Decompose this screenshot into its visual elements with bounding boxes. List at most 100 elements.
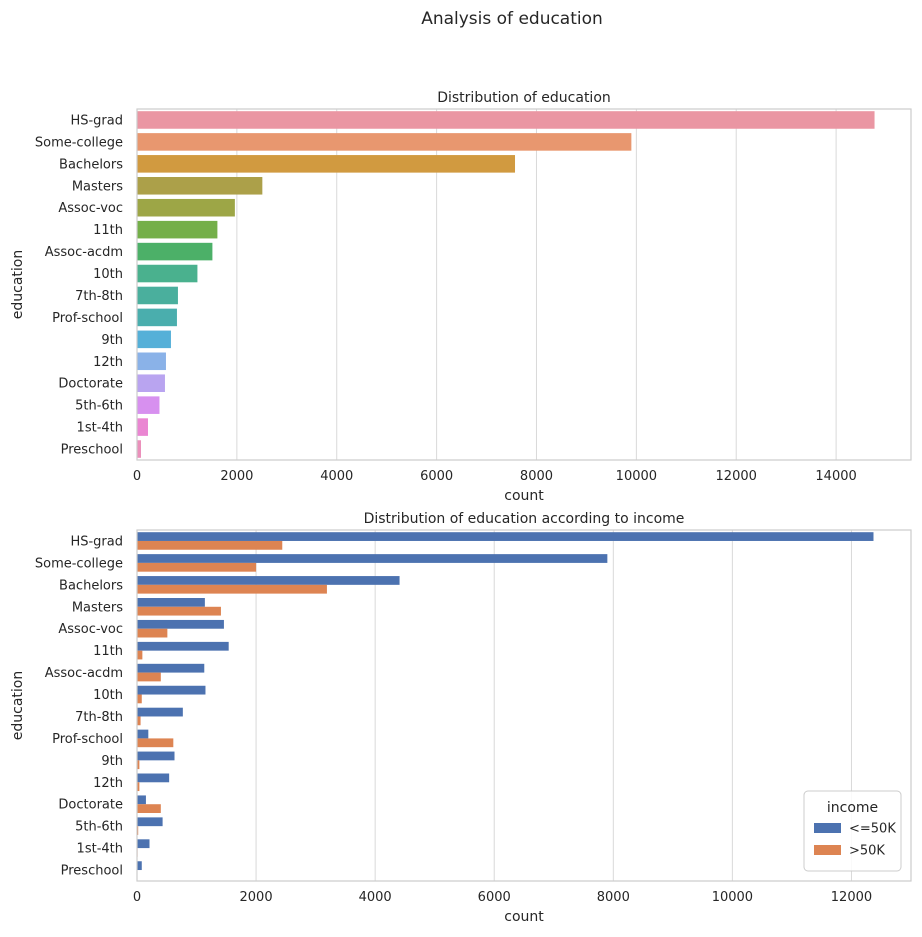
bar-9th bbox=[137, 330, 171, 349]
bar-masters-gt-50k bbox=[137, 606, 221, 616]
bar-bachelors bbox=[137, 155, 516, 173]
x-tick-label: 0 bbox=[133, 469, 141, 484]
legend-swatch-gt-50k bbox=[814, 845, 841, 855]
y-tick-label-7th-8th: 7th-8th bbox=[75, 710, 123, 725]
bar-11th bbox=[137, 220, 218, 239]
y-axis-label: education bbox=[10, 250, 26, 319]
y-tick-label-bachelors: Bachelors bbox=[59, 157, 123, 172]
x-axis-label: count bbox=[504, 488, 544, 504]
bar-11th-gt-50k bbox=[137, 650, 143, 660]
x-tick-label: 14000 bbox=[815, 469, 856, 484]
x-axis-label: count bbox=[504, 909, 544, 925]
y-tick-label-assoc-acdm: Assoc-acdm bbox=[45, 245, 123, 260]
x-tick-label: 0 bbox=[133, 890, 141, 905]
bar-1st-4th bbox=[137, 418, 148, 436]
bar-9th-gt-50k bbox=[137, 760, 140, 770]
bar-7th-8th bbox=[137, 286, 178, 305]
y-tick-label-12th: 12th bbox=[93, 776, 123, 791]
bar-prof-school bbox=[137, 308, 177, 327]
bar-1st-4th-le-50k bbox=[137, 839, 150, 849]
bar-assoc-acdm bbox=[137, 242, 213, 261]
legend-label-gt-50k: >50K bbox=[849, 844, 885, 859]
y-tick-label-prof-school: Prof-school bbox=[52, 311, 123, 326]
x-tick-label: 4000 bbox=[320, 469, 353, 484]
y-tick-label-10th: 10th bbox=[93, 688, 123, 703]
figure-suptitle: Analysis of education bbox=[421, 9, 603, 29]
chart-education-by-income: HS-grad Some-college Bachelors Masters Assoc… bbox=[10, 511, 912, 925]
x-tick-label: 6000 bbox=[478, 890, 511, 905]
bar-preschool bbox=[137, 440, 141, 458]
y-tick-label-assoc-voc: Assoc-voc bbox=[58, 201, 123, 216]
y-tick-label-some-college: Some-college bbox=[35, 556, 123, 571]
y-tick-label-5th-6th: 5th-6th bbox=[75, 820, 123, 835]
y-tick-label-masters: Masters bbox=[72, 600, 123, 615]
axes-title: Distribution of education according to i… bbox=[364, 511, 685, 527]
axes-frame bbox=[136, 529, 912, 882]
y-tick-label-9th: 9th bbox=[101, 754, 123, 769]
y-tick-label-assoc-acdm: Assoc-acdm bbox=[45, 666, 123, 681]
y-tick-label-hs-grad: HS-grad bbox=[70, 534, 123, 549]
x-tick-label: 8000 bbox=[597, 890, 630, 905]
bar-doctorate bbox=[137, 374, 165, 392]
bar-doctorate-gt-50k bbox=[137, 804, 161, 813]
y-tick-label-10th: 10th bbox=[93, 267, 123, 282]
y-tick-label-1st-4th: 1st-4th bbox=[77, 421, 123, 436]
legend-title: income bbox=[827, 800, 878, 816]
bar-some-college-le-50k bbox=[137, 554, 608, 563]
y-tick-label-masters: Masters bbox=[72, 179, 123, 194]
bar-bachelors-le-50k bbox=[137, 576, 400, 585]
bar-10th-le-50k bbox=[137, 685, 206, 695]
y-tick-label-hs-grad: HS-grad bbox=[70, 113, 123, 128]
bar-assoc-acdm-gt-50k bbox=[137, 672, 161, 682]
bar-doctorate-le-50k bbox=[137, 795, 146, 805]
bar-hs-grad bbox=[137, 111, 875, 129]
y-tick-label-preschool: Preschool bbox=[61, 443, 123, 458]
bar-10th bbox=[137, 264, 198, 283]
bar-assoc-voc-le-50k bbox=[137, 619, 224, 629]
bar-masters bbox=[137, 177, 263, 195]
x-tick-label: 2000 bbox=[240, 890, 273, 905]
bar-prof-school-gt-50k bbox=[137, 738, 174, 748]
bar-assoc-voc bbox=[137, 198, 235, 217]
x-tick-label: 10000 bbox=[712, 890, 753, 905]
y-tick-label-1st-4th: 1st-4th bbox=[77, 842, 123, 857]
x-tick-label: 8000 bbox=[520, 469, 553, 484]
bar-5th-6th bbox=[137, 396, 160, 414]
y-tick-label-11th: 11th bbox=[93, 223, 123, 238]
y-tick-label-preschool: Preschool bbox=[61, 864, 123, 879]
bar-7th-8th-le-50k bbox=[137, 707, 183, 717]
y-tick-label-doctorate: Doctorate bbox=[58, 377, 123, 392]
y-tick-label-9th: 9th bbox=[101, 333, 123, 348]
legend: income <=50K >50K bbox=[803, 790, 902, 872]
y-tick-label-7th-8th: 7th-8th bbox=[75, 289, 123, 304]
x-tick-label: 12000 bbox=[716, 469, 757, 484]
y-axis-label: education bbox=[10, 671, 26, 740]
bar-7th-8th-gt-50k bbox=[137, 716, 141, 726]
bar-some-college bbox=[137, 133, 632, 151]
bar-hs-grad-gt-50k bbox=[137, 540, 283, 550]
bar-assoc-voc-gt-50k bbox=[137, 628, 168, 638]
x-tick-label: 6000 bbox=[420, 469, 453, 484]
legend-label-le-50k: <=50K bbox=[849, 822, 896, 837]
chart-education-distribution: HS-grad Some-college Bachelors Masters Assoc… bbox=[10, 90, 912, 504]
y-tick-label-doctorate: Doctorate bbox=[58, 798, 123, 813]
bar-11th-le-50k bbox=[137, 641, 229, 651]
x-tick-label: 12000 bbox=[831, 890, 872, 905]
y-tick-label-5th-6th: 5th-6th bbox=[75, 399, 123, 414]
y-tick-label-assoc-voc: Assoc-voc bbox=[58, 622, 123, 637]
bar-some-college-gt-50k bbox=[137, 562, 257, 572]
bar-bachelors-gt-50k bbox=[137, 584, 327, 594]
x-tick-label: 2000 bbox=[220, 469, 253, 484]
bar-12th-gt-50k bbox=[137, 782, 140, 792]
y-tick-label-some-college: Some-college bbox=[35, 135, 123, 150]
bar-9th-le-50k bbox=[137, 751, 175, 761]
x-tick-label: 4000 bbox=[359, 890, 392, 905]
axes-title: Distribution of education bbox=[437, 90, 611, 106]
bar-masters-le-50k bbox=[137, 598, 205, 607]
y-tick-label-bachelors: Bachelors bbox=[59, 578, 123, 593]
bar-assoc-acdm-le-50k bbox=[137, 663, 205, 673]
y-tick-label-12th: 12th bbox=[93, 355, 123, 370]
y-tick-label-prof-school: Prof-school bbox=[52, 732, 123, 747]
bar-hs-grad-le-50k bbox=[137, 532, 874, 541]
